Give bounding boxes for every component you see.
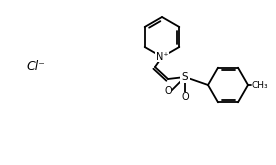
Text: S: S (182, 72, 188, 82)
Text: O: O (164, 86, 172, 96)
Text: N⁺: N⁺ (156, 52, 168, 62)
Text: O: O (181, 92, 189, 102)
Text: CH₃: CH₃ (251, 81, 268, 89)
Text: Cl⁻: Cl⁻ (26, 60, 45, 72)
